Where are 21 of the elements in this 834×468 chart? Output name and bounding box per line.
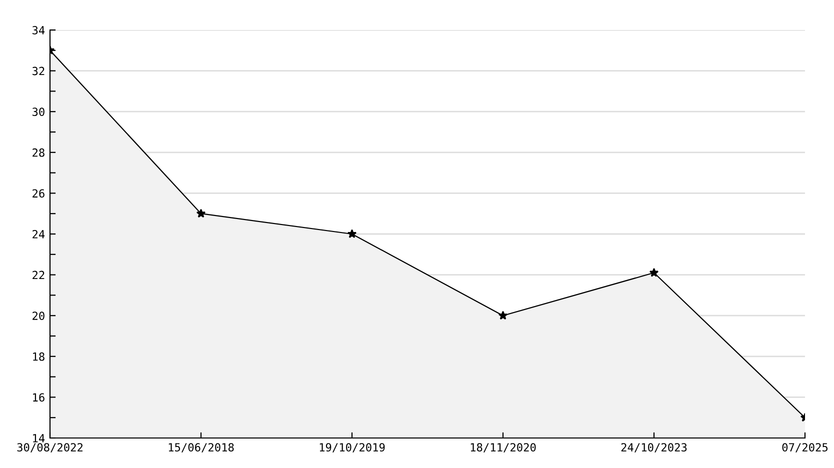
y-tick-label: 30 [32, 108, 44, 116]
point [196, 208, 206, 218]
y-tick-label: 16 [33, 393, 44, 402]
point [347, 229, 357, 238]
y-tick-label: 28 [32, 148, 44, 157]
x-tick-label: 24/10/2023 [621, 443, 687, 452]
y-tick-label: 32 [32, 66, 44, 76]
y-tick-label: 18 [33, 352, 44, 361]
x-tick-label: 30/08/2022 [17, 443, 83, 452]
x-tick-label: 15/06/2018 [168, 443, 234, 452]
y-tick-label: 22 [32, 270, 44, 280]
x-tick-label: 18/11/2020 [470, 443, 536, 452]
x-tick-label: 19/10/2019 [320, 443, 385, 452]
point [498, 310, 508, 320]
y-tick-label: 34 [32, 26, 45, 34]
y-tick-label: 20 [32, 312, 44, 320]
y-tick-label: 24 [32, 230, 45, 238]
y-tick-label: 14 [33, 434, 45, 442]
x-tick-label: 07/2025 [782, 443, 828, 452]
point [649, 268, 659, 277]
y-tick-label: 26 [32, 189, 44, 198]
